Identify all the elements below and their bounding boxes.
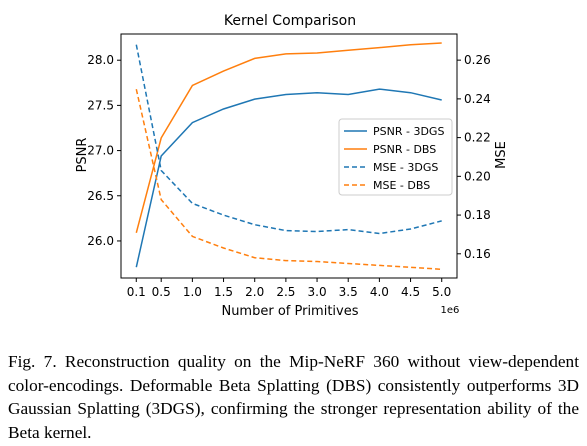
y-right-tick-label: 0.22 [464, 131, 491, 145]
x-tick-label: 4.0 [370, 285, 389, 299]
y-right-tick-label: 0.24 [464, 92, 491, 106]
legend-box [338, 118, 453, 196]
x-tick-label: 2.0 [245, 285, 264, 299]
series-line-mse-dbs [135, 89, 442, 271]
y-right-tick-label: 0.16 [464, 247, 491, 261]
chart-title: Kernel Comparison [224, 13, 356, 29]
kernel-comparison-chart: Kernel Comparison Number of Primitives 1… [75, 13, 509, 319]
x-axis-label: Number of Primitives [221, 304, 358, 319]
x-tick-label: 3.0 [308, 285, 327, 299]
x-tick-label: 1.5 [214, 285, 233, 299]
x-tick-label: 4.5 [401, 285, 420, 299]
y-right-axis-label: MSE [494, 141, 509, 169]
figure-caption: Fig. 7. Reconstruction quality on the Mi… [8, 352, 579, 442]
legend-label: MSE - 3DGS [373, 161, 438, 174]
y-left-tick-label: 26.5 [87, 189, 114, 203]
plot-frame [120, 33, 458, 279]
y-left-tick-label: 28.0 [87, 53, 114, 67]
x-axis-offset-label: 1e6 [441, 305, 460, 316]
y-left-tick-label: 27.5 [87, 98, 114, 112]
legend-label: PSNR - DBS [373, 143, 436, 156]
y-left-axis-label: PSNR [75, 138, 90, 173]
legend-label: PSNR - 3DGS [373, 125, 444, 138]
x-tick-label: 1.0 [183, 285, 202, 299]
x-tick-label: 3.5 [339, 285, 358, 299]
y-right-tick-label: 0.26 [464, 53, 491, 67]
x-tick-label: 0.1 [127, 285, 146, 299]
series-line-psnr-3dgs [135, 88, 442, 268]
y-right-tick-label: 0.20 [464, 169, 491, 183]
kernel-comparison-figure: Kernel Comparison Number of Primitives 1… [75, 13, 509, 319]
y-left-tick-label: 26.0 [87, 234, 114, 248]
x-tick-label: 5.0 [432, 285, 451, 299]
legend-label: MSE - DBS [373, 179, 430, 192]
series-line-psnr-dbs [135, 42, 442, 233]
y-right-tick-label: 0.18 [464, 208, 491, 222]
y-left-tick-label: 27.0 [87, 144, 114, 158]
x-tick-label: 2.5 [276, 285, 295, 299]
x-tick-label: 0.5 [152, 285, 171, 299]
